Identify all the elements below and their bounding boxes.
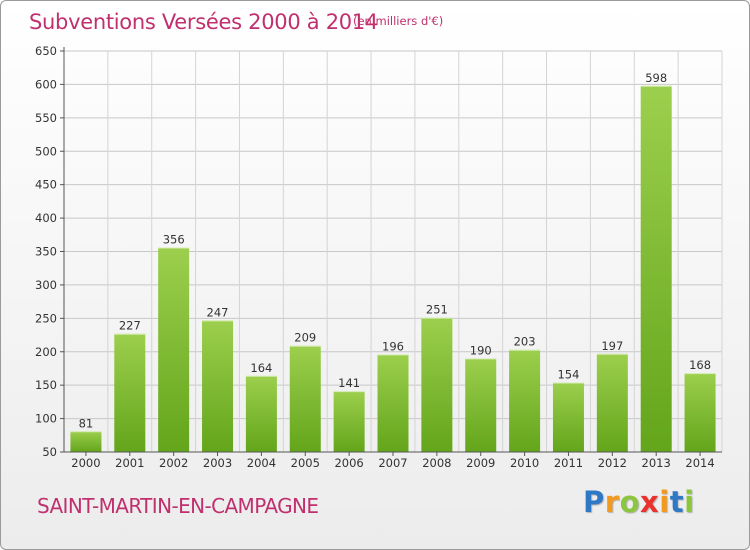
value-label-2008: 251 bbox=[426, 303, 448, 317]
value-label-2011: 154 bbox=[557, 367, 579, 381]
x-tick-label: 2011 bbox=[554, 456, 583, 470]
value-label-2003: 247 bbox=[207, 305, 229, 319]
x-tick-label: 2004 bbox=[247, 456, 276, 470]
x-tick-label: 2005 bbox=[291, 456, 320, 470]
bar-2001 bbox=[114, 333, 146, 452]
logo-letter: r bbox=[604, 485, 620, 519]
x-tick-label: 2010 bbox=[510, 456, 539, 470]
bar-2000 bbox=[70, 431, 102, 452]
bar-2013 bbox=[640, 85, 672, 453]
bar-2002 bbox=[158, 247, 190, 452]
bar-2006 bbox=[333, 391, 365, 452]
value-label-2013: 598 bbox=[645, 71, 667, 85]
logo-letter: o bbox=[619, 485, 641, 519]
value-label-2010: 203 bbox=[514, 335, 536, 349]
bar-2012 bbox=[596, 353, 628, 452]
bar-2005 bbox=[289, 345, 321, 452]
bar-2011 bbox=[552, 382, 584, 452]
x-tick-label: 2000 bbox=[71, 456, 100, 470]
logo-letter: i bbox=[659, 485, 670, 519]
y-tick-label: 550 bbox=[35, 111, 57, 125]
x-tick-label: 2013 bbox=[642, 456, 671, 470]
x-tick-label: 2001 bbox=[115, 456, 144, 470]
y-tick-label: 600 bbox=[35, 77, 57, 91]
commune-name: SAINT-MARTIN-EN-CAMPAGNE bbox=[37, 494, 319, 518]
logo-letter: t bbox=[669, 485, 685, 519]
bar-2003 bbox=[202, 320, 234, 452]
value-label-2007: 196 bbox=[382, 339, 404, 353]
bar-2004 bbox=[245, 375, 277, 452]
value-label-2014: 168 bbox=[689, 358, 711, 372]
x-tick-label: 2003 bbox=[203, 456, 232, 470]
axes: 50 100 150 200 250 300 350 400 450 500 550 600 650 20… bbox=[35, 44, 722, 470]
x-tick-label: 2012 bbox=[598, 456, 627, 470]
x-tick-label: 2014 bbox=[685, 456, 714, 470]
x-tick-label: 2009 bbox=[466, 456, 495, 470]
value-label-2006: 141 bbox=[338, 376, 360, 390]
bar-2008 bbox=[421, 317, 453, 452]
value-label-2005: 209 bbox=[294, 331, 316, 345]
y-tick-label: 350 bbox=[35, 245, 57, 259]
bars: 81 227 356 247 164 209 141 196 251 190 203 154 197 59… bbox=[70, 71, 716, 453]
value-label-2004: 164 bbox=[250, 361, 272, 375]
y-tick-label: 250 bbox=[35, 311, 57, 325]
value-label-2000: 81 bbox=[79, 416, 94, 430]
x-tick-label: 2008 bbox=[422, 456, 451, 470]
bar-2010 bbox=[509, 349, 541, 452]
logo-letter: i bbox=[684, 485, 695, 519]
value-label-2002: 356 bbox=[163, 232, 185, 246]
x-tick-label: 2007 bbox=[378, 456, 407, 470]
y-tick-label: 150 bbox=[35, 378, 57, 392]
value-label-2009: 190 bbox=[470, 343, 492, 357]
x-tick-label: 2006 bbox=[334, 456, 363, 470]
y-tick-label: 200 bbox=[35, 345, 57, 359]
value-label-2001: 227 bbox=[119, 319, 141, 333]
logo-letter: P bbox=[583, 485, 605, 519]
value-label-2012: 197 bbox=[601, 339, 623, 353]
bar-2014 bbox=[684, 373, 716, 452]
y-tick-label: 500 bbox=[35, 144, 57, 158]
y-tick-label: 300 bbox=[35, 278, 57, 292]
y-tick-label: 650 bbox=[35, 44, 57, 58]
chart-units: (en milliers d'€) bbox=[353, 14, 444, 28]
proxiti-logo: Proxiti bbox=[583, 485, 695, 519]
y-tick-label: 450 bbox=[35, 178, 57, 192]
y-tick-label: 100 bbox=[35, 412, 57, 426]
logo-letter: x bbox=[640, 485, 660, 519]
chart-title: Subventions Versées 2000 à 2014 bbox=[29, 10, 378, 34]
bar-2009 bbox=[465, 358, 497, 452]
x-tick-label: 2002 bbox=[159, 456, 188, 470]
bar-2007 bbox=[377, 354, 409, 452]
y-tick-label: 400 bbox=[35, 211, 57, 225]
y-tick-label: 50 bbox=[42, 445, 57, 459]
